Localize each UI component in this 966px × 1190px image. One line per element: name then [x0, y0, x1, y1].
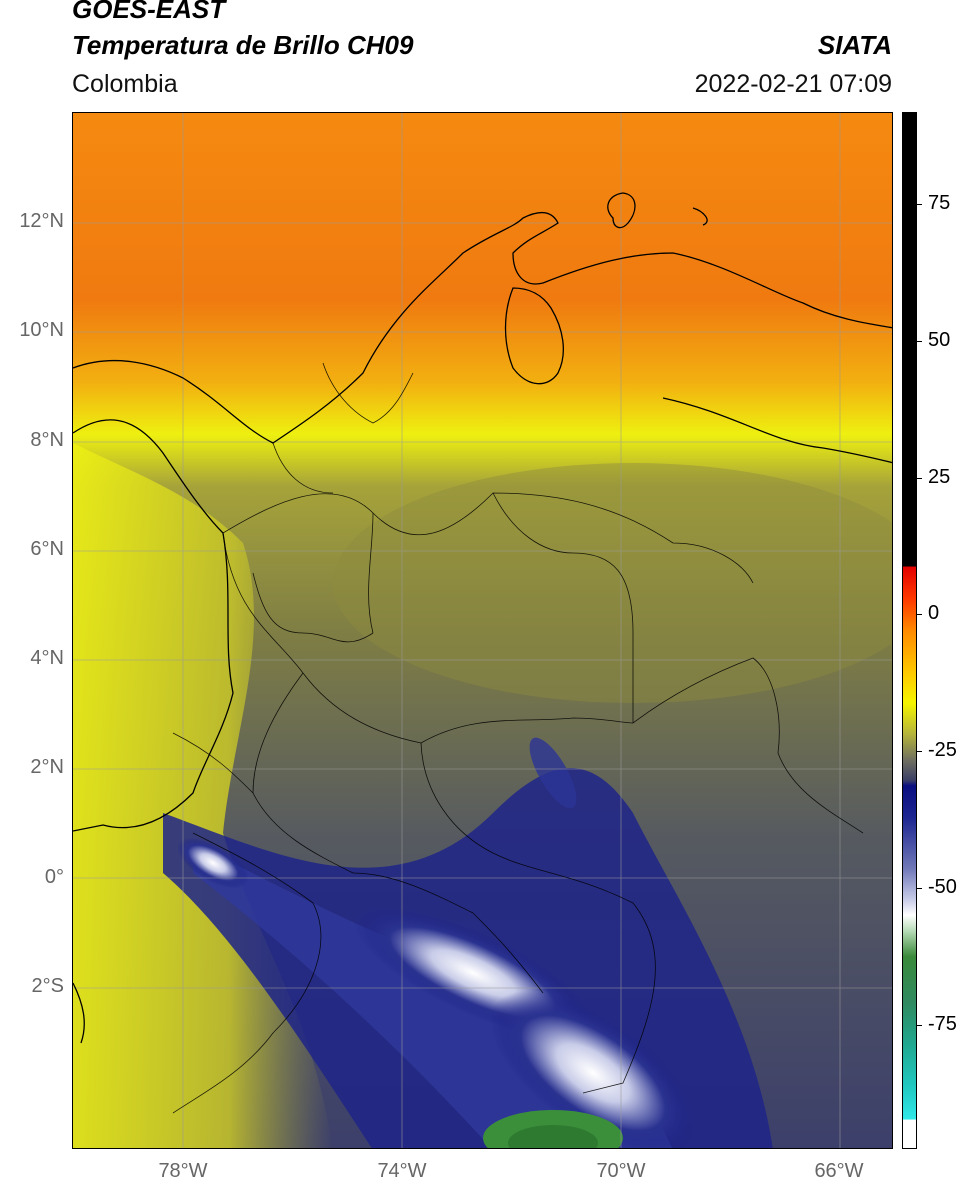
region-label: Colombia	[72, 70, 178, 98]
lon-label-70w: 70°W	[596, 1160, 646, 1182]
lat-label-4n: 4°N	[30, 647, 64, 669]
org-label: SIATA	[817, 30, 892, 60]
lat-label-12n: 12°N	[19, 210, 64, 232]
colorbar-label-neg25: -25	[928, 739, 957, 761]
lat-label-8n: 8°N	[30, 429, 64, 451]
colorbar-tick	[916, 341, 922, 342]
lat-label-10n: 10°N	[19, 319, 64, 341]
colorbar-label-neg75: -75	[928, 1013, 957, 1035]
colorbar-label-0: 0	[928, 602, 940, 624]
colorbar-tick	[916, 1025, 922, 1026]
lon-label-74w: 74°W	[377, 1160, 427, 1182]
satellite-title: GOES-EAST	[72, 0, 226, 24]
colorbar-tick	[916, 478, 922, 479]
lat-label-2s: 2°S	[31, 975, 64, 997]
lat-label-6n: 6°N	[30, 538, 64, 560]
colorbar-tick	[916, 204, 922, 205]
colorbar-label-25: 25	[928, 466, 951, 488]
satellite-map[interactable]	[72, 112, 893, 1149]
colorbar-label-neg50: -50	[928, 876, 957, 898]
lat-label-2n: 2°N	[30, 756, 64, 778]
colorbar	[902, 112, 917, 1149]
product-title: Temperatura de Brillo CH09	[72, 30, 414, 60]
colorbar-label-50: 50	[928, 329, 951, 351]
datetime-label: 2022-02-21 07:09	[694, 70, 892, 98]
lon-label-66w: 66°W	[814, 1160, 864, 1182]
colorbar-tick	[916, 888, 922, 889]
colorbar-tick	[916, 614, 922, 615]
colorbar-label-75: 75	[928, 192, 951, 214]
colorbar-tick	[916, 751, 922, 752]
lat-label-0: 0°	[44, 866, 64, 888]
lon-label-78w: 78°W	[158, 1160, 208, 1182]
